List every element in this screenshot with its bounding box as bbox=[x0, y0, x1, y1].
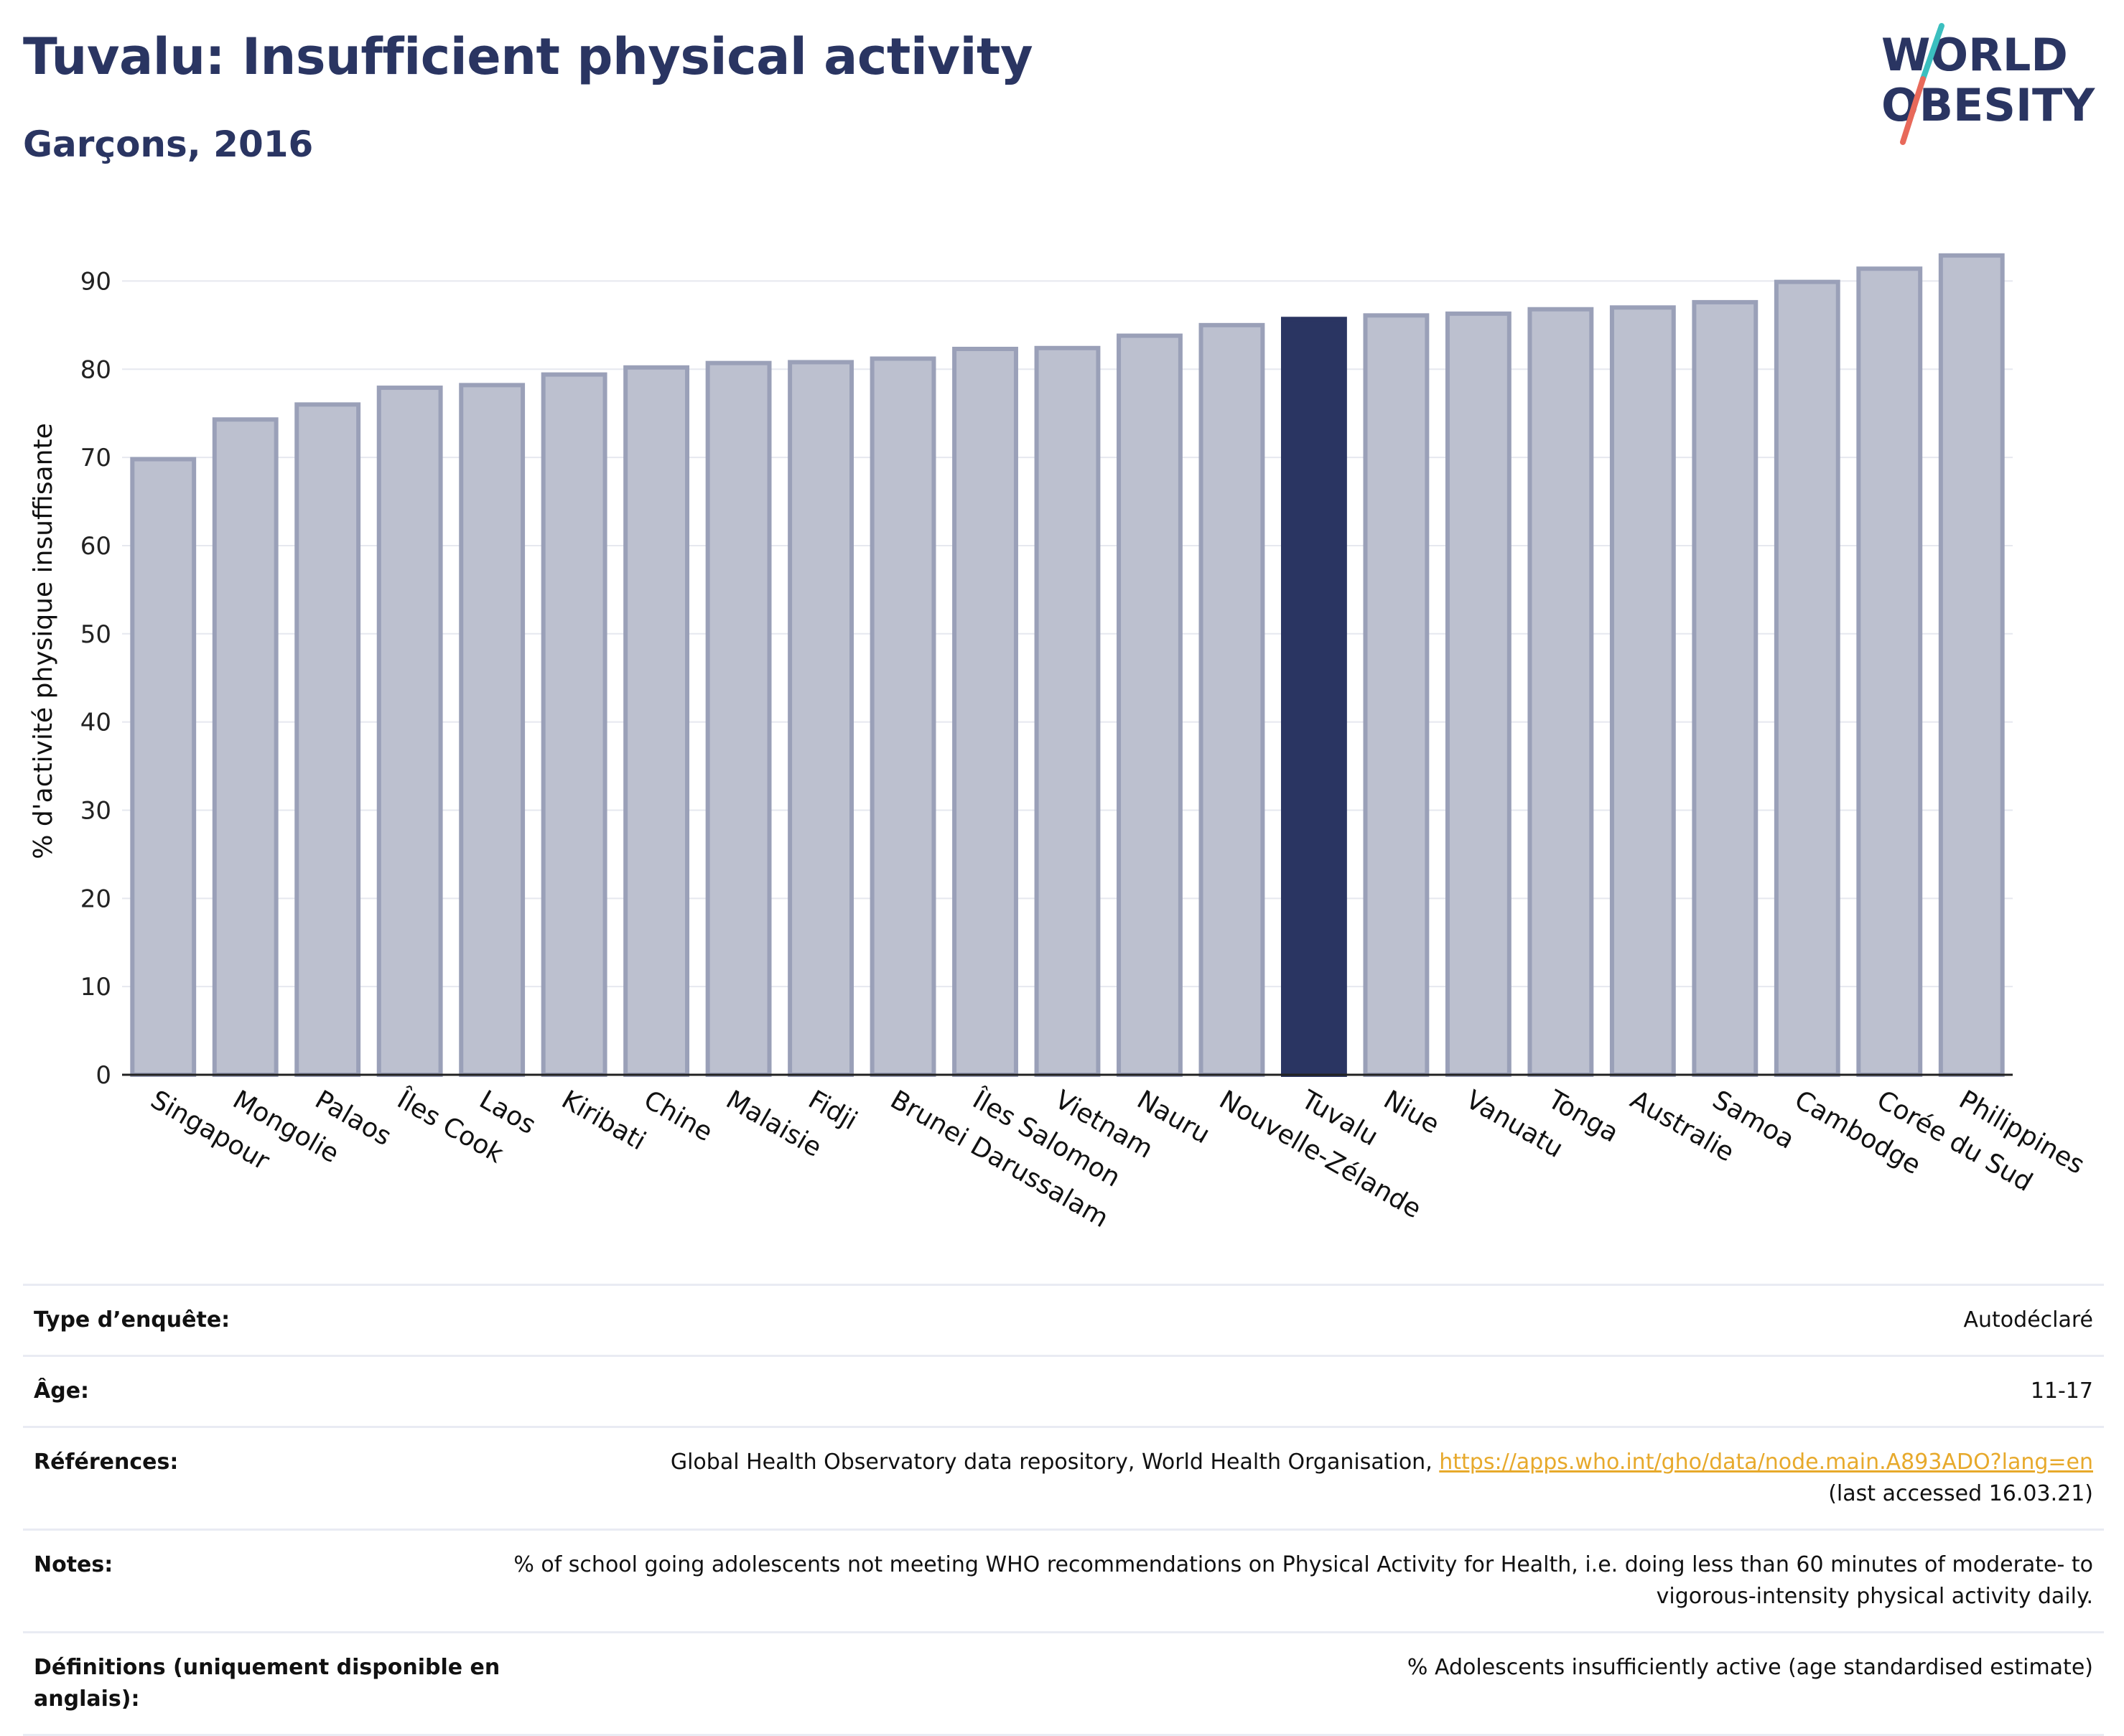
logo-slash-top bbox=[1920, 23, 1944, 82]
info-row-notes: Notes: % of school going adolescents not… bbox=[23, 1529, 2104, 1633]
y-axis-label: % d'activité physique insuffisante bbox=[29, 423, 58, 859]
bars bbox=[130, 253, 2005, 1078]
age-value: 11-17 bbox=[502, 1355, 2104, 1427]
y-tick-label: 90 bbox=[80, 267, 111, 296]
bar bbox=[1774, 279, 1840, 1078]
survey-type-value: Autodéclaré bbox=[502, 1284, 2104, 1356]
bar bbox=[870, 356, 936, 1077]
bar bbox=[459, 383, 526, 1077]
y-tick-label: 20 bbox=[80, 885, 111, 913]
y-tick-label: 70 bbox=[80, 444, 111, 472]
world-obesity-logo: WORLD OBESITY bbox=[1881, 23, 2095, 145]
x-tick-label: Chine bbox=[639, 1085, 718, 1147]
bar bbox=[705, 360, 772, 1078]
chart-subtitle: Garçons, 2016 bbox=[23, 123, 314, 165]
references-text: Global Health Observatory data repositor… bbox=[670, 1450, 1440, 1475]
info-row-age: Âge: 11-17 bbox=[23, 1355, 2104, 1427]
notes-label: Notes: bbox=[23, 1529, 502, 1633]
x-tick-label: Kiribati bbox=[556, 1085, 651, 1156]
bar-chart: 0 10 20 30 40 50 60 70 80 90 SingapourMongoliePal… bbox=[29, 253, 2090, 1233]
chart-title: Tuvalu: Insufficient physical activity bbox=[23, 27, 1033, 86]
bar bbox=[952, 347, 1018, 1077]
bar bbox=[623, 365, 690, 1077]
bar bbox=[1938, 253, 2005, 1077]
bar bbox=[1609, 305, 1676, 1077]
info-row-survey-type: Type d’enquête: Autodéclaré bbox=[23, 1284, 2104, 1356]
references-label: Références: bbox=[23, 1426, 502, 1530]
x-tick-label: Niue bbox=[1379, 1085, 1444, 1139]
y-tick-label: 80 bbox=[80, 355, 111, 384]
bar bbox=[294, 402, 361, 1077]
y-tick-label: 60 bbox=[80, 532, 111, 561]
bar bbox=[1363, 313, 1430, 1077]
bar bbox=[1281, 317, 1347, 1077]
bar bbox=[1198, 322, 1265, 1077]
y-tick-label: 0 bbox=[96, 1061, 111, 1090]
references-link[interactable]: https://apps.who.int/gho/data/node.main.… bbox=[1439, 1450, 2093, 1475]
bar bbox=[1527, 307, 1594, 1078]
bar bbox=[1445, 311, 1512, 1077]
notes-value: % of school going adolescents not meetin… bbox=[502, 1529, 2104, 1633]
references-accessed: (last accessed 16.03.21) bbox=[1828, 1481, 2093, 1506]
bar bbox=[1034, 345, 1101, 1077]
info-row-definitions: Définitions (uniquement disponible en an… bbox=[23, 1631, 2104, 1736]
bar bbox=[541, 372, 607, 1077]
info-table: Type d’enquête: Autodéclaré Âge: 11-17 R… bbox=[23, 1284, 2104, 1736]
bar bbox=[1117, 333, 1183, 1078]
bar bbox=[1856, 266, 1923, 1077]
y-tick-label: 40 bbox=[80, 709, 111, 737]
logo-slash-bottom bbox=[1900, 76, 1926, 145]
bar bbox=[788, 360, 854, 1077]
y-tick-label: 50 bbox=[80, 620, 111, 649]
bar bbox=[1692, 299, 1759, 1077]
survey-type-label: Type d’enquête: bbox=[23, 1284, 502, 1356]
definitions-label: Définitions (uniquement disponible en an… bbox=[23, 1631, 502, 1736]
logo-text-world: WORLD bbox=[1881, 29, 2068, 81]
y-tick-label: 30 bbox=[80, 796, 111, 825]
references-value: Global Health Observatory data repositor… bbox=[502, 1426, 2104, 1530]
bar bbox=[212, 417, 279, 1077]
age-label: Âge: bbox=[23, 1355, 502, 1427]
bar bbox=[376, 386, 443, 1077]
definitions-value: % Adolescents insufficiently active (age… bbox=[502, 1631, 2104, 1736]
info-row-references: Références: Global Health Observatory da… bbox=[23, 1426, 2104, 1530]
y-axis: 0 10 20 30 40 50 60 70 80 90 bbox=[80, 267, 111, 1090]
y-tick-label: 10 bbox=[80, 973, 111, 1002]
bar bbox=[130, 457, 197, 1077]
